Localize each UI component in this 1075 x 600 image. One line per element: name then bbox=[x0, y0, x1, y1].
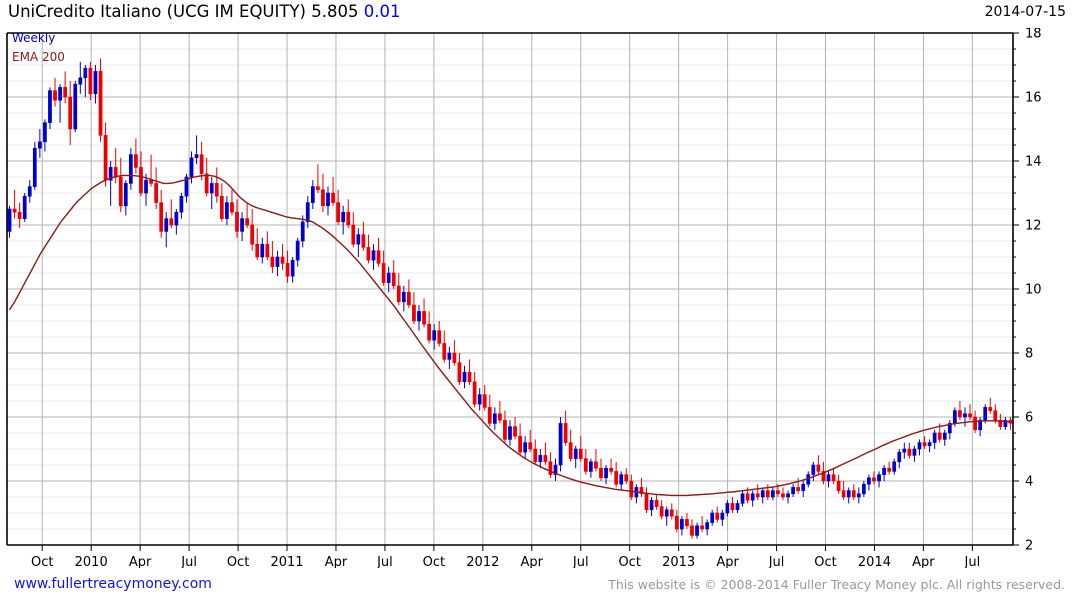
legend-ema-200: EMA 200 bbox=[12, 50, 65, 64]
grid-major-vertical bbox=[41, 33, 973, 545]
price-change: 0.01 bbox=[363, 2, 401, 21]
svg-text:Oct: Oct bbox=[814, 555, 836, 568]
instrument-name: UniCredito Italiano bbox=[8, 2, 162, 21]
svg-text:18: 18 bbox=[1025, 28, 1042, 42]
copyright-notice: This website is © 2008-2014 Fuller Treac… bbox=[608, 577, 1065, 592]
svg-text:Jul: Jul bbox=[768, 555, 785, 568]
svg-text:2012: 2012 bbox=[466, 555, 499, 568]
svg-text:Apr: Apr bbox=[521, 555, 544, 568]
chart-canvas[interactable]: 2 4 6 8 10 12 14 16 18 Oct 2010 Apr Jul Oct 2011 Apr Ju… bbox=[0, 28, 1075, 568]
page-title: UniCredito Italiano (UCG IM EQUITY) 5.80… bbox=[8, 2, 400, 21]
svg-text:Oct: Oct bbox=[423, 555, 445, 568]
candlestick-series bbox=[7, 58, 1013, 539]
chart-header: UniCredito Italiano (UCG IM EQUITY) 5.80… bbox=[0, 0, 1075, 28]
y-axis-ticks: 2 4 6 8 10 12 14 16 18 bbox=[1013, 28, 1042, 554]
svg-text:4: 4 bbox=[1025, 475, 1033, 490]
svg-text:Apr: Apr bbox=[716, 555, 739, 568]
svg-text:2013: 2013 bbox=[662, 555, 695, 568]
svg-text:10: 10 bbox=[1025, 283, 1042, 298]
svg-text:Jul: Jul bbox=[572, 555, 589, 568]
svg-text:12: 12 bbox=[1025, 219, 1042, 234]
svg-text:Oct: Oct bbox=[618, 555, 640, 568]
legend-frequency: Weekly bbox=[12, 31, 55, 45]
svg-text:Jul: Jul bbox=[376, 555, 393, 568]
svg-text:2014: 2014 bbox=[858, 555, 891, 568]
svg-text:Oct: Oct bbox=[227, 555, 249, 568]
svg-text:Jul: Jul bbox=[180, 555, 197, 568]
chart-footer: www.fullertreacymoney.com This website i… bbox=[0, 572, 1075, 600]
svg-text:Oct: Oct bbox=[31, 555, 53, 568]
last-price: 5.805 bbox=[311, 2, 359, 21]
svg-text:16: 16 bbox=[1025, 91, 1042, 106]
svg-text:Apr: Apr bbox=[325, 555, 348, 568]
grid-major-horizontal bbox=[7, 32, 1013, 546]
svg-text:2: 2 bbox=[1025, 539, 1033, 554]
svg-text:Apr: Apr bbox=[129, 555, 152, 568]
as-of-date: 2014-07-15 bbox=[984, 4, 1066, 20]
price-chart[interactable]: 2 4 6 8 10 12 14 16 18 Oct 2010 Apr Jul Oct 2011 Apr Ju… bbox=[0, 28, 1075, 568]
svg-text:8: 8 bbox=[1025, 347, 1033, 362]
svg-text:2010: 2010 bbox=[75, 555, 108, 568]
svg-text:Jul: Jul bbox=[964, 555, 981, 568]
x-axis-ticks: Oct 2010 Apr Jul Oct 2011 Apr Jul Oct 2012 Apr Jul O… bbox=[31, 545, 980, 568]
svg-text:2011: 2011 bbox=[270, 555, 303, 568]
ema-200-line bbox=[8, 174, 1011, 497]
ticker-symbol: (UCG IM EQUITY) bbox=[166, 2, 306, 21]
site-url[interactable]: www.fullertreacymoney.com bbox=[14, 576, 212, 592]
svg-text:6: 6 bbox=[1025, 411, 1033, 426]
svg-text:Apr: Apr bbox=[912, 555, 935, 568]
svg-text:14: 14 bbox=[1025, 155, 1042, 170]
